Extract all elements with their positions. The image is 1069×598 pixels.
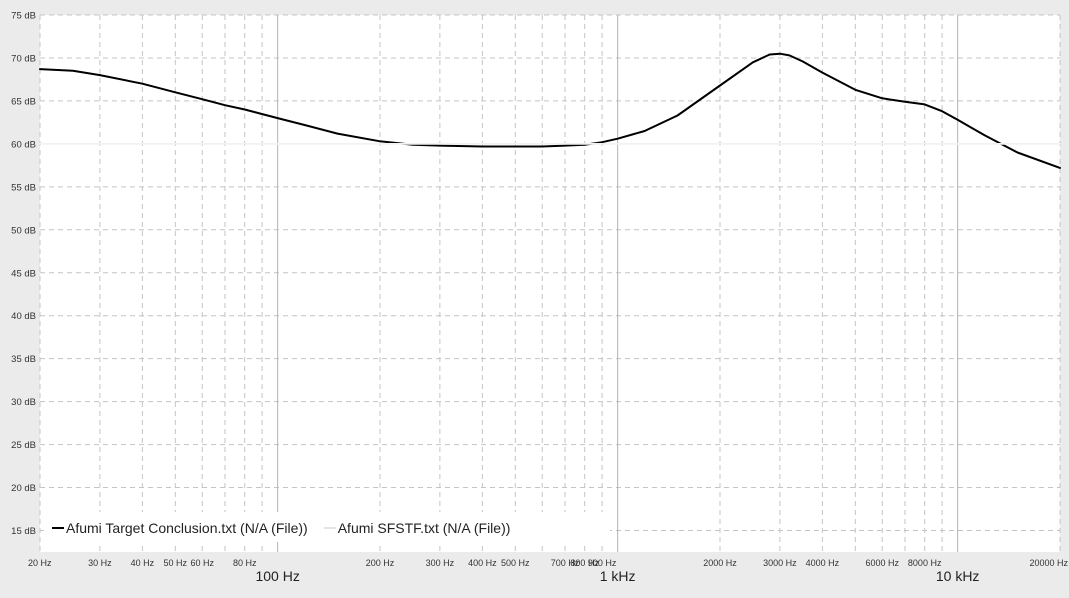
legend-label-1: Afumi SFSTF.txt (N/A (File)) <box>338 520 511 536</box>
x-tick-label: 30 Hz <box>88 558 112 568</box>
series-layer <box>39 52 1061 169</box>
y-tick-label: 50 dB <box>11 225 36 236</box>
x-tick-label: 200 Hz <box>366 558 395 568</box>
y-tick-label: 65 dB <box>11 96 36 107</box>
x-tick-label: 3000 Hz <box>763 558 797 568</box>
y-tick-label: 55 dB <box>11 182 36 193</box>
x-tick-label: 2000 Hz <box>703 558 737 568</box>
plot-area <box>40 15 1060 552</box>
legend: Afumi Target Conclusion.txt (N/A (File))… <box>44 512 610 542</box>
x-tick-label: 20000 Hz <box>1029 558 1068 568</box>
y-tick-label: 70 dB <box>11 53 36 64</box>
y-tick-label: 40 dB <box>11 311 36 322</box>
x-tick-label: 20 Hz <box>28 558 52 568</box>
y-tick-label: 15 dB <box>11 526 36 537</box>
y-tick-label: 30 dB <box>11 397 36 408</box>
x-tick-label: 40 Hz <box>131 558 155 568</box>
x-tick-label: 4000 Hz <box>806 558 840 568</box>
x-tick-label: 800 Hz <box>570 558 599 568</box>
x-major-tick-label: 100 Hz <box>255 568 299 584</box>
x-tick-label: 700 Hz <box>551 558 580 568</box>
legend-label-0: Afumi Target Conclusion.txt (N/A (File)) <box>66 520 308 536</box>
y-tick-label: 75 dB <box>11 11 36 22</box>
y-tick-label: 35 dB <box>11 354 36 365</box>
x-major-tick-label: 10 kHz <box>936 568 980 584</box>
y-tick-label: 20 dB <box>11 483 36 494</box>
x-tick-label: 400 Hz <box>468 558 497 568</box>
x-tick-label: 8000 Hz <box>908 558 942 568</box>
x-tick-label: 900 Hz <box>588 558 617 568</box>
y-tick-label: 60 dB <box>11 139 36 150</box>
x-tick-label: 80 Hz <box>233 558 257 568</box>
x-tick-label: 60 Hz <box>190 558 214 568</box>
y-tick-label: 25 dB <box>11 440 36 451</box>
axis-layer: 75 dB 70 dB 65 dB 60 dB 55 dB 50 dB 45 dB 40 dB… <box>11 11 1068 585</box>
series-line-0 <box>39 52 1061 169</box>
x-major-tick-label: 1 kHz <box>600 568 636 584</box>
x-tick-label: 500 Hz <box>501 558 530 568</box>
x-tick-label: 50 Hz <box>164 558 188 568</box>
x-tick-label: 300 Hz <box>426 558 455 568</box>
y-tick-label: 45 dB <box>11 268 36 279</box>
x-tick-label: 6000 Hz <box>865 558 899 568</box>
